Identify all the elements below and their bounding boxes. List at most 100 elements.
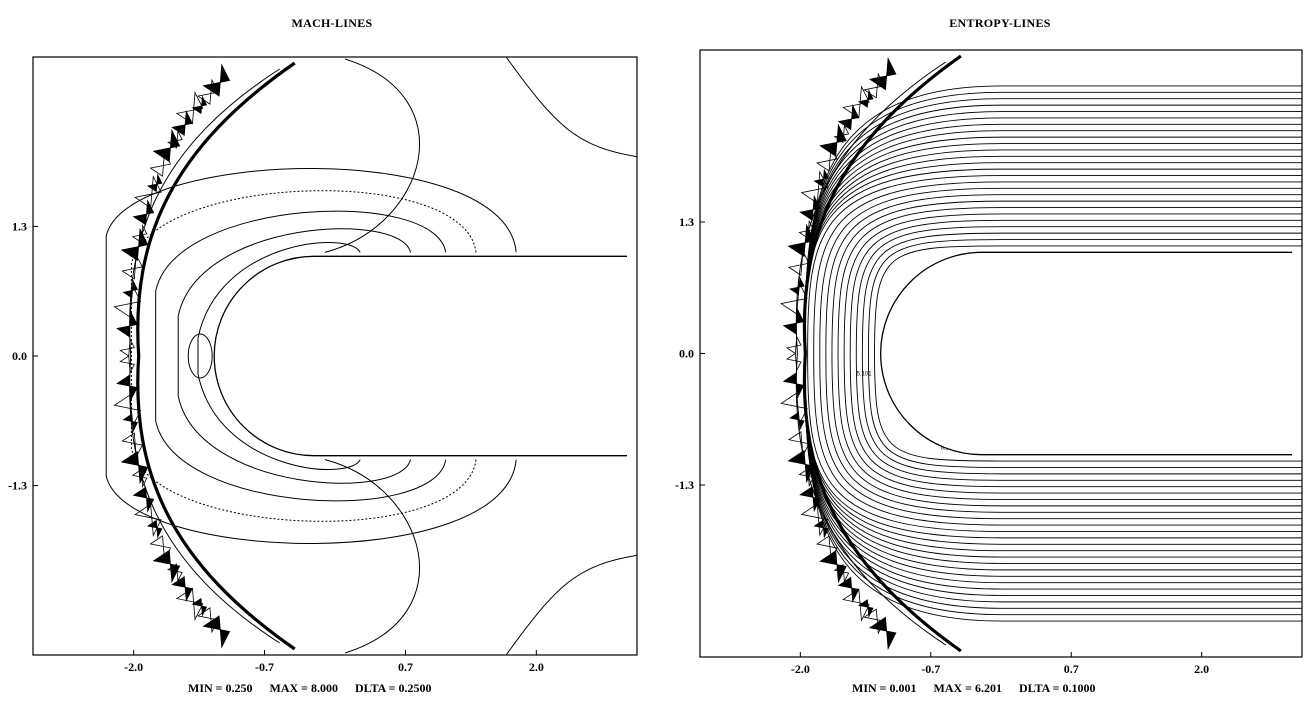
entropy-contour	[861, 353, 1302, 475]
shock-noise-mark	[121, 253, 143, 280]
shock-noise-mark	[785, 335, 802, 355]
entropy-contour	[831, 200, 1302, 354]
body-fill	[880, 252, 1292, 455]
entropy-contour	[825, 353, 1302, 513]
shock-outer-line	[129, 68, 280, 644]
shock-outer-line	[795, 61, 947, 646]
entropy-contour	[819, 353, 1302, 520]
mach-contour	[130, 190, 477, 522]
shock-noise-mark	[119, 355, 135, 375]
shock-noise-mark	[789, 411, 805, 431]
shock-noise-mark	[868, 57, 897, 91]
mach-contour	[505, 554, 638, 656]
shock-noise-mark	[780, 392, 808, 426]
mach-contour	[177, 228, 411, 484]
body-outline	[213, 255, 627, 457]
x-tick-label: 2.0	[1194, 662, 1209, 676]
shock-noise-mark	[149, 150, 172, 177]
entropy-delta-stat: DLTA = 0.1000	[1019, 681, 1096, 695]
stagnation-contour	[187, 333, 213, 379]
shock-noise-mark	[837, 576, 860, 603]
shock-noise-mark	[816, 145, 838, 172]
shock-noise-mark	[152, 549, 181, 584]
shock-noise	[113, 63, 231, 649]
entropy-contour	[807, 353, 1302, 532]
shock-noise-mark	[868, 616, 897, 650]
entropy-contour	[804, 353, 1302, 622]
shock-noise-mark	[131, 223, 148, 243]
shock-noise-mark	[116, 311, 138, 338]
shock-noise-mark	[833, 124, 850, 144]
body-outline	[879, 251, 1292, 456]
mach-min-stat: MIN = 0.250	[188, 681, 253, 695]
y-tick-label: -1.3	[8, 479, 27, 493]
entropy-contour	[867, 239, 1302, 354]
mach-lines-title: MACH-LINES	[291, 16, 373, 30]
shock-noise-mark	[787, 431, 810, 458]
shock-noise-mark	[113, 284, 142, 318]
shock-noise-mark	[782, 308, 805, 335]
shock-noise	[780, 57, 897, 650]
entropy-max-stat: MAX = 6.201	[933, 681, 1003, 695]
entropy-contour	[855, 353, 1302, 481]
shock-noise-mark	[171, 575, 193, 603]
shock-noise-mark	[120, 450, 149, 485]
entropy-contour	[855, 226, 1302, 354]
shock-noise-mark	[167, 129, 183, 149]
mach-lines-plot: -2.0 -0.7 0.7 2.0 1.3 0.0 -1.3	[8, 56, 638, 674]
shock-noise-mark	[113, 394, 142, 428]
entropy-contour	[849, 353, 1302, 488]
entropy-contour	[874, 353, 1302, 462]
body-fill	[214, 256, 628, 456]
shock-noise-mark	[175, 91, 204, 125]
shock-noise-mark	[813, 519, 830, 539]
mach-stats: MIN = 0.250 MAX = 8.000 DLTA = 0.2500	[188, 681, 446, 696]
shock-noise-mark	[116, 374, 138, 401]
entropy-contour	[843, 213, 1302, 354]
x-tick-label: 0.7	[1064, 662, 1079, 676]
shock-noise-mark	[122, 279, 139, 299]
x-tick-label: -0.7	[255, 660, 274, 674]
entropy-lines-title: ENTROPY-LINES	[949, 16, 1051, 30]
shock-noise-mark	[191, 95, 208, 115]
shock-noise-mark	[857, 88, 874, 108]
entropy-lines-plot: -2.0-0.70.72.01.30.0-1.35.1015.5016.0016…	[675, 49, 1303, 676]
shock-noise-mark	[191, 597, 208, 617]
shock-noise-mark	[149, 535, 172, 562]
entropy-contour	[837, 353, 1302, 500]
mach-contour	[324, 58, 420, 253]
entropy-contour	[849, 219, 1302, 354]
shock-noise-mark	[167, 563, 183, 583]
shock-noise-mark	[837, 104, 860, 131]
entropy-contour	[837, 207, 1302, 354]
contour-label: 5.101	[857, 372, 873, 378]
shock-noise-mark	[857, 599, 874, 619]
shock-noise-mark	[785, 352, 802, 372]
shock-noise-mark	[131, 469, 148, 489]
shock-noise-mark	[202, 615, 231, 649]
entropy-contour	[843, 353, 1302, 494]
mach-contour	[505, 56, 638, 158]
mach-contour	[105, 168, 517, 544]
shock-noise-mark	[787, 249, 810, 276]
entropy-min-stat: MIN = 0.001	[852, 681, 917, 695]
entropy-contour	[861, 232, 1302, 354]
entropy-contour	[813, 181, 1302, 354]
mach-contour	[197, 242, 361, 470]
x-tick-label: -2.0	[791, 662, 810, 676]
x-tick-label: -0.7	[921, 662, 940, 676]
entropy-contour	[874, 245, 1302, 354]
mach-contour	[324, 459, 420, 654]
shock-noise-mark	[175, 587, 204, 621]
shock-noise-mark	[813, 168, 830, 188]
mach-delta-stat: DLTA = 0.2500	[355, 681, 432, 695]
entropy-contour	[804, 85, 1302, 354]
shock-noise-mark	[122, 413, 139, 433]
shock-noise-mark	[819, 550, 847, 584]
shock-noise-mark	[819, 123, 847, 157]
mach-contour	[155, 210, 447, 502]
mach-max-stat: MAX = 8.000	[269, 681, 339, 695]
entropy-stats: MIN = 0.001 MAX = 6.201 DLTA = 0.1000	[852, 681, 1110, 696]
x-tick-label: 0.7	[398, 660, 413, 674]
entropy-contour	[831, 353, 1302, 507]
